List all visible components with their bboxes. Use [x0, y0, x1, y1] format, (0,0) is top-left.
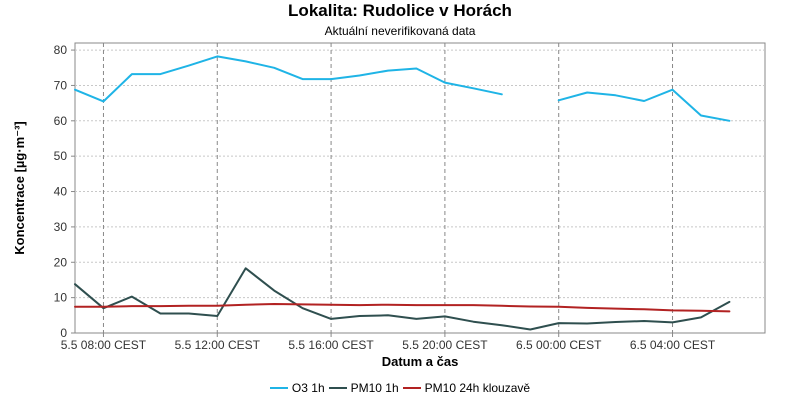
- axes: 0 10 20 30 40 50 60 70 80 5.5 08:00 CEST 5.5 12:00…: [54, 43, 716, 352]
- legend-item-0: O3 1h: [269, 381, 325, 395]
- legend-label: PM10 1h: [350, 381, 399, 395]
- y-tick-label: 30: [54, 220, 68, 234]
- y-tick-label: 70: [54, 78, 68, 92]
- chart-title: Lokalita: Rudolice v Horách: [288, 1, 512, 20]
- series-line-0: [74, 55, 731, 122]
- series-lines: [74, 55, 731, 331]
- legend-swatch: [402, 386, 421, 389]
- x-tick-label: 6.5 00:00 CEST: [516, 338, 602, 352]
- x-axis-label: Datum a čas: [382, 354, 459, 369]
- plot-area: [74, 42, 766, 334]
- legend-swatch: [328, 386, 347, 389]
- legend-swatch: [269, 386, 288, 389]
- x-tick-label: 5.5 16:00 CEST: [288, 338, 374, 352]
- series-line-2: [74, 303, 731, 313]
- y-axis-label: Koncentrace [µg·m⁻³]: [12, 121, 27, 255]
- y-tick-label: 80: [54, 43, 68, 57]
- y-tick-label: 0: [60, 326, 67, 340]
- y-tick-label: 10: [54, 291, 68, 305]
- x-tick-label: 5.5 20:00 CEST: [402, 338, 488, 352]
- x-tick-label: 5.5 08:00 CEST: [61, 338, 147, 352]
- y-tick-label: 60: [54, 114, 68, 128]
- legend-item-1: PM10 1h: [328, 381, 399, 395]
- x-tick-label: 6.5 04:00 CEST: [630, 338, 716, 352]
- chart-subtitle: Aktuální neverifikovaná data: [324, 24, 476, 38]
- y-tick-label: 50: [54, 149, 68, 163]
- series-line-1: [74, 267, 731, 331]
- x-tick-label: 5.5 12:00 CEST: [175, 338, 261, 352]
- y-tick-label: 20: [54, 255, 68, 269]
- grid-lines: [75, 43, 765, 333]
- legend-item-2: PM10 24h klouzavě: [402, 381, 531, 395]
- legend-label: O3 1h: [291, 381, 325, 395]
- y-tick-label: 40: [54, 185, 68, 199]
- legend-label: PM10 24h klouzavě: [424, 381, 531, 395]
- legend: O3 1h PM10 1h PM10 24h klouzavě: [0, 381, 800, 395]
